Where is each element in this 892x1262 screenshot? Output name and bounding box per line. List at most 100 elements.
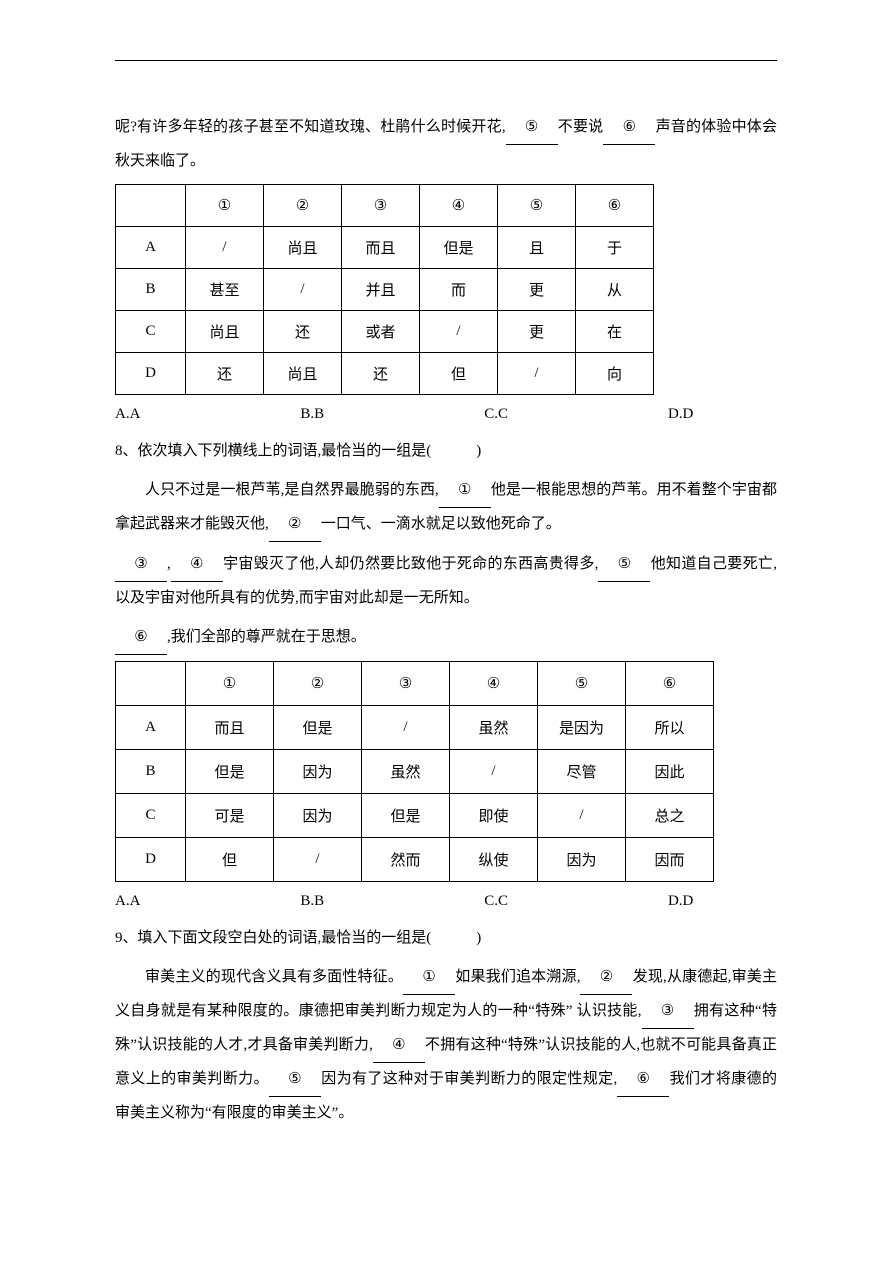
q8-blank-2: ② bbox=[269, 508, 321, 542]
table-cell: 从 bbox=[576, 269, 654, 311]
table-cell: 但是 bbox=[186, 750, 274, 794]
table-header-cell: ③ bbox=[342, 185, 420, 227]
q8-paragraph-1: 人只不过是一根芦苇,是自然界最脆弱的东西,①他是一根能思想的芦苇。用不着整个宇宙… bbox=[115, 474, 777, 542]
answer-option: B.B bbox=[300, 399, 324, 429]
q9-blank-3: ③ bbox=[642, 995, 694, 1029]
q9-paragraph: 审美主义的现代含义具有多面性特征。①如果我们追本溯源,②发现,从康德起,审美主义… bbox=[115, 961, 777, 1130]
table-cell: 即使 bbox=[450, 794, 538, 838]
table-cell: 而 bbox=[420, 269, 498, 311]
q8-blank-4: ④ bbox=[171, 548, 223, 582]
answer-option: A.A bbox=[115, 886, 140, 916]
table-cell: 尚且 bbox=[264, 353, 342, 395]
q9-blank-1: ① bbox=[403, 961, 455, 995]
table-header-cell bbox=[116, 185, 186, 227]
table-cell: 在 bbox=[576, 311, 654, 353]
table-cell: 甚至 bbox=[186, 269, 264, 311]
table-header-cell: ① bbox=[186, 185, 264, 227]
table-header-cell: ⑥ bbox=[576, 185, 654, 227]
table-cell: A bbox=[116, 227, 186, 269]
table-header-cell: ② bbox=[264, 185, 342, 227]
q7-blank-5: ⑤ bbox=[506, 111, 558, 145]
table-cell: 所以 bbox=[626, 706, 714, 750]
table-cell: / bbox=[274, 838, 362, 882]
table-cell: 还 bbox=[186, 353, 264, 395]
table-header-cell bbox=[116, 662, 186, 706]
table-header-cell: ① bbox=[186, 662, 274, 706]
q8-paragraph-2: ③,④宇宙毁灭了他,人却仍然要比致他于死命的东西高贵得多,⑤他知道自己要死亡,以… bbox=[115, 548, 777, 615]
q8-blank-1: ① bbox=[439, 474, 491, 508]
table-cell: 因为 bbox=[538, 838, 626, 882]
table-cell: 而且 bbox=[186, 706, 274, 750]
table-header-cell: ③ bbox=[362, 662, 450, 706]
q9-stem: 9、填入下面文段空白处的词语,最恰当的一组是( ) bbox=[115, 922, 777, 955]
table-header-cell: ② bbox=[274, 662, 362, 706]
q8-t4: 宇宙毁灭了他,人却仍然要比致他于死命的东西高贵得多, bbox=[223, 556, 599, 572]
q7-blank-6: ⑥ bbox=[603, 111, 655, 145]
table-cell: 于 bbox=[576, 227, 654, 269]
q9-t1: 审美主义的现代含义具有多面性特征。 bbox=[145, 969, 403, 985]
top-horizontal-rule bbox=[115, 60, 777, 61]
table-cell: 然而 bbox=[362, 838, 450, 882]
table-cell: B bbox=[116, 750, 186, 794]
table-cell: 因为 bbox=[274, 794, 362, 838]
table-cell: 尚且 bbox=[186, 311, 264, 353]
table-cell: 还 bbox=[342, 353, 420, 395]
q9-blank-2: ② bbox=[580, 961, 632, 995]
table-header-cell: ⑤ bbox=[538, 662, 626, 706]
q8-t3: 一口气、一滴水就足以致他死命了。 bbox=[321, 516, 561, 532]
table-cell: 可是 bbox=[186, 794, 274, 838]
table-cell: 总之 bbox=[626, 794, 714, 838]
table-cell: 尽管 bbox=[538, 750, 626, 794]
table-cell: 但是 bbox=[362, 794, 450, 838]
q8-paragraph-3: ⑥,我们全部的尊严就在于思想。 bbox=[115, 621, 777, 655]
q9-blank-4: ④ bbox=[373, 1029, 425, 1063]
table-cell: / bbox=[498, 353, 576, 395]
q8-t1: 人只不过是一根芦苇,是自然界最脆弱的东西, bbox=[145, 482, 439, 498]
q7-option-row: A.AB.BC.CD.D bbox=[115, 399, 777, 429]
table-cell: B bbox=[116, 269, 186, 311]
table-cell: C bbox=[116, 794, 186, 838]
q9-t2: 如果我们追本溯源, bbox=[455, 969, 580, 985]
answer-option: C.C bbox=[484, 399, 508, 429]
q8-blank-5: ⑤ bbox=[598, 548, 650, 582]
table-header-cell: ④ bbox=[420, 185, 498, 227]
table-cell: 更 bbox=[498, 269, 576, 311]
q7-answer-table: ①②③④⑤⑥A/尚且而且但是且于B甚至/并且而更从C尚且还或者/更在D还尚且还但… bbox=[115, 184, 654, 395]
table-cell: 向 bbox=[576, 353, 654, 395]
table-cell: 纵使 bbox=[450, 838, 538, 882]
table-cell: 且 bbox=[498, 227, 576, 269]
q8-blank-6: ⑥ bbox=[115, 621, 167, 655]
table-cell: C bbox=[116, 311, 186, 353]
q9-t6: 因为有了这种对于审美判断力的限定性规定, bbox=[321, 1071, 617, 1087]
table-cell: 而且 bbox=[342, 227, 420, 269]
table-cell: 更 bbox=[498, 311, 576, 353]
table-cell: D bbox=[116, 838, 186, 882]
table-cell: 但 bbox=[420, 353, 498, 395]
table-cell: 虽然 bbox=[362, 750, 450, 794]
table-cell: 还 bbox=[264, 311, 342, 353]
q7-tail-paragraph: 呢?有许多年轻的孩子甚至不知道玫瑰、杜鹃什么时候开花,⑤不要说⑥声音的体验中体会… bbox=[115, 111, 777, 178]
table-cell: 因而 bbox=[626, 838, 714, 882]
table-cell: 因此 bbox=[626, 750, 714, 794]
table-cell: / bbox=[264, 269, 342, 311]
q8-blank-3: ③ bbox=[115, 548, 167, 582]
table-cell: 但是 bbox=[420, 227, 498, 269]
table-cell: 但 bbox=[186, 838, 274, 882]
table-cell: 或者 bbox=[342, 311, 420, 353]
table-cell: 因为 bbox=[274, 750, 362, 794]
answer-option: B.B bbox=[300, 886, 324, 916]
table-cell: / bbox=[420, 311, 498, 353]
q8-t6: ,我们全部的尊严就在于思想。 bbox=[167, 629, 366, 645]
table-cell: 但是 bbox=[274, 706, 362, 750]
table-cell: / bbox=[362, 706, 450, 750]
q9-blank-6: ⑥ bbox=[617, 1063, 669, 1097]
answer-option: D.D bbox=[668, 886, 693, 916]
q7-text-mid: 不要说 bbox=[558, 119, 604, 135]
table-cell: / bbox=[186, 227, 264, 269]
q8-answer-table: ①②③④⑤⑥A而且但是/虽然是因为所以B但是因为虽然/尽管因此C可是因为但是即使… bbox=[115, 661, 714, 882]
answer-option: D.D bbox=[668, 399, 693, 429]
q8-option-row: A.AB.BC.CD.D bbox=[115, 886, 777, 916]
table-header-cell: ④ bbox=[450, 662, 538, 706]
table-cell: / bbox=[450, 750, 538, 794]
q7-text-pre: 呢?有许多年轻的孩子甚至不知道玫瑰、杜鹃什么时候开花, bbox=[115, 119, 506, 135]
